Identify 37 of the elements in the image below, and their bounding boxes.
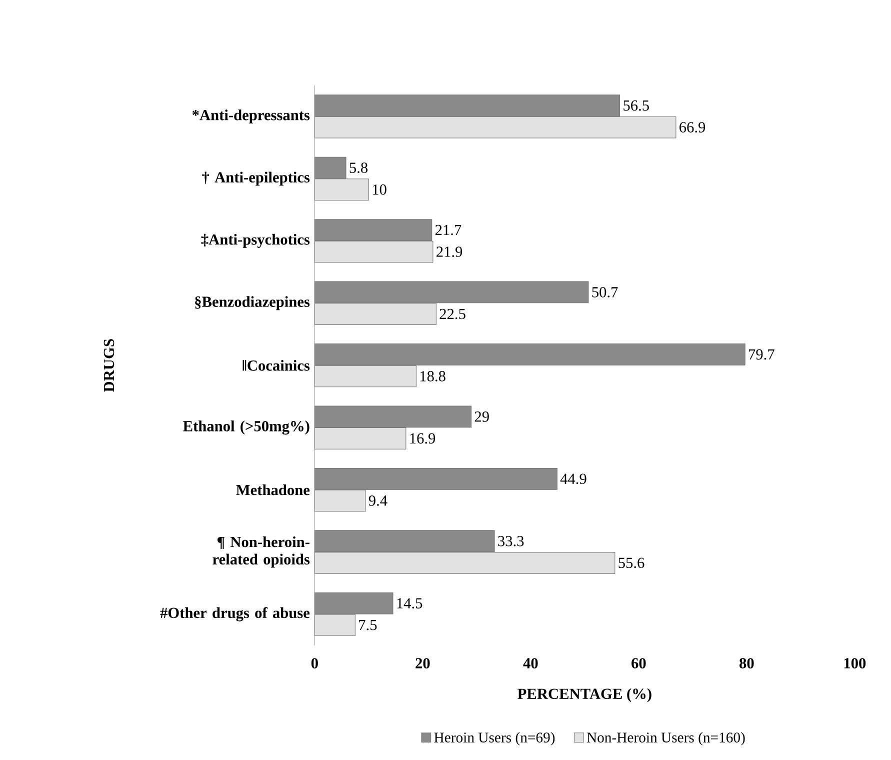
- x-tick-label: 20: [416, 658, 430, 668]
- y-tick-label: #Other drugs of abuse: [160, 607, 310, 622]
- y-tick-label: † Anti-epileptics: [202, 172, 310, 186]
- data-label: 21.9: [436, 246, 462, 257]
- y-tick-label: §Benzodiazepines: [195, 296, 310, 310]
- data-label: 44.9: [560, 474, 586, 484]
- data-label: 16.9: [410, 433, 436, 444]
- y-tick-label: ‖Cocainics: [242, 360, 310, 371]
- data-label: 29: [474, 412, 489, 422]
- data-label: 22.5: [440, 308, 466, 320]
- x-axis-title: PERCENTAGE (%): [518, 688, 652, 702]
- x-tick-label: 0: [311, 658, 318, 668]
- legend-label: Heroin Users (n=69): [434, 732, 555, 746]
- legend-label: Non-Heroin Users (n=160): [586, 732, 745, 746]
- data-label: 10: [372, 184, 386, 195]
- y-tick-label: ‡Anti-psychotics: [201, 234, 310, 248]
- data-label: 66.9: [680, 122, 706, 133]
- x-tick-label: 100: [844, 658, 866, 668]
- data-label: 55.6: [618, 558, 644, 568]
- data-label: 5.8: [350, 162, 368, 173]
- data-label: 50.7: [592, 287, 618, 298]
- data-label: 33.3: [498, 536, 524, 546]
- x-tick-label: 80: [740, 658, 754, 668]
- data-label: 21.7: [435, 224, 462, 236]
- y-tick-label: ¶ Non-heroin-related opioids: [212, 536, 310, 568]
- x-tick-label: 40: [523, 658, 538, 668]
- data-label: 9.4: [368, 496, 388, 506]
- y-axis-title: DRUGS: [104, 339, 114, 392]
- x-tick-label: 60: [632, 658, 646, 668]
- data-label: 79.7: [748, 349, 774, 360]
- data-label: 18.8: [420, 371, 446, 382]
- y-tick-label: *Anti-depressants: [192, 109, 310, 124]
- data-label: 56.5: [624, 100, 649, 111]
- y-tick-label: Ethanol (>50mg%): [183, 420, 310, 435]
- data-label: 14.5: [397, 598, 422, 608]
- data-label: 7.5: [359, 620, 377, 630]
- y-tick-label: Methadone: [236, 484, 310, 496]
